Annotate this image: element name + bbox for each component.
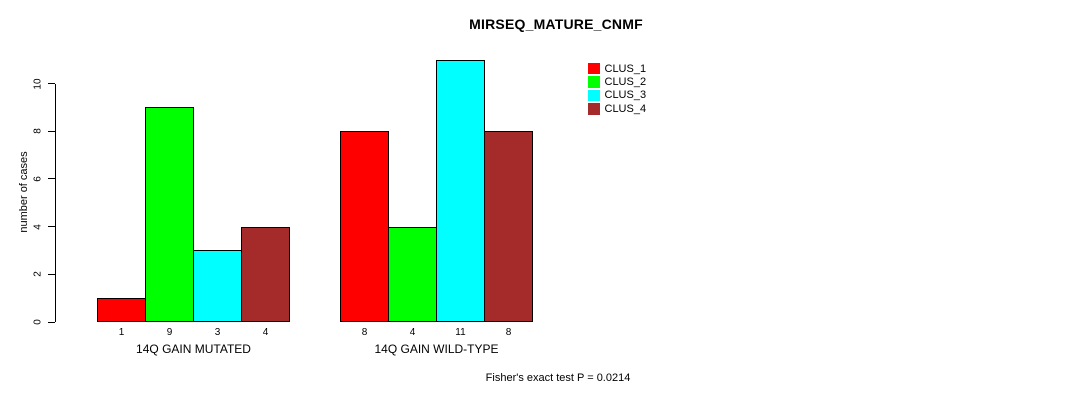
bar-value-label: 8: [505, 327, 512, 338]
bar-value-label: 3: [214, 327, 221, 338]
y-tick: [48, 226, 55, 228]
y-tick-label: 8: [32, 128, 44, 134]
y-tick-label: 4: [32, 223, 44, 230]
y-tick: [48, 178, 55, 180]
legend-label: CLUS_3: [604, 89, 647, 102]
bar: [388, 227, 437, 322]
legend-swatch: [588, 103, 600, 115]
bar: [145, 107, 194, 322]
y-tick: [48, 321, 55, 323]
legend-label: CLUS_2: [604, 76, 647, 89]
bar: [97, 298, 146, 322]
annotation-text: Fisher's exact test P = 0.0214: [485, 372, 631, 384]
legend-item: CLUS_3: [588, 89, 646, 102]
bar-value-label: 4: [262, 327, 269, 338]
y-tick: [48, 273, 55, 275]
bar: [340, 131, 389, 322]
legend-item: CLUS_2: [588, 75, 646, 88]
legend-label: CLUS_4: [604, 102, 647, 115]
y-tick: [48, 130, 55, 132]
legend-swatch: [588, 89, 600, 102]
legend-label: CLUS_1: [604, 62, 647, 75]
bar-value-label: 4: [409, 327, 416, 338]
bar-value-label: 11: [455, 327, 466, 338]
bar-value-label: 1: [118, 327, 125, 338]
legend-swatch: [588, 62, 600, 75]
group-label: 14Q GAIN WILD-TYPE: [374, 342, 499, 356]
bar: [241, 227, 290, 322]
legend: CLUS_1 CLUS_2 CLUS_3 CLUS_4: [588, 62, 646, 116]
y-tick-label: 6: [32, 176, 44, 182]
chart-title: MIRSEQ_MATURE_CNMF: [469, 16, 643, 32]
legend-swatch: [588, 76, 600, 88]
bar: [193, 250, 242, 322]
legend-item: CLUS_4: [588, 102, 646, 115]
group-label: 14Q GAIN MUTATED: [136, 342, 251, 356]
bar-value-label: 9: [166, 327, 173, 338]
legend-item: CLUS_1: [588, 62, 646, 75]
bar: [484, 131, 533, 322]
y-axis-label: number of cases: [18, 151, 30, 233]
y-tick: [48, 83, 55, 84]
y-tick-label: 10: [32, 77, 44, 90]
y-tick-label: 2: [32, 271, 44, 278]
y-tick-label: 0: [32, 319, 44, 325]
y-axis-line: [55, 83, 56, 322]
bar: [436, 60, 485, 322]
bar-value-label: 8: [361, 327, 368, 338]
